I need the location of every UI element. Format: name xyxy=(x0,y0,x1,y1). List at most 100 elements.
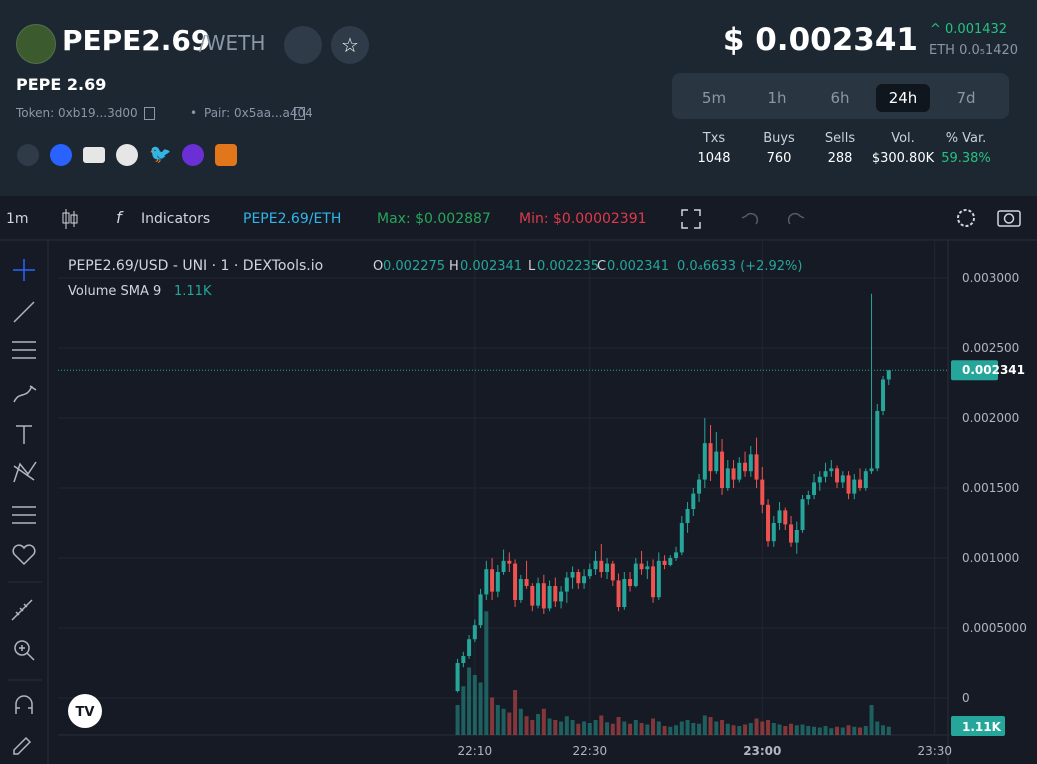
volume-bar xyxy=(484,611,489,735)
token-logo xyxy=(16,24,56,64)
stat-label: % Var. xyxy=(945,131,987,146)
volume-bar xyxy=(472,675,477,735)
up-arrow: ^ xyxy=(930,22,946,37)
h-value: 0.002341 xyxy=(460,259,522,274)
volume-bar xyxy=(858,727,863,735)
interval[interactable]: 1m xyxy=(6,211,29,227)
pair-button[interactable]: PEPE2.69/ETH xyxy=(243,211,341,227)
candle-body xyxy=(564,577,569,592)
candle-body xyxy=(817,476,822,483)
volume-badge xyxy=(951,716,1005,736)
candle-body xyxy=(720,451,725,488)
volume-bar xyxy=(467,667,472,735)
change-value: 0.001432 xyxy=(945,22,1008,37)
stat-label: Buys xyxy=(763,131,795,146)
volume-bar xyxy=(766,720,771,735)
c-value: 0.002341 xyxy=(607,259,669,274)
stat-label: Txs xyxy=(702,131,726,146)
volume-bar xyxy=(576,723,581,735)
tool-icon[interactable] xyxy=(182,144,204,166)
candle-body xyxy=(513,563,518,601)
candle-body xyxy=(806,494,811,500)
y-tick-label: 0 xyxy=(962,691,970,705)
share-icon[interactable] xyxy=(17,144,39,166)
candle-body xyxy=(863,471,868,488)
candle-body xyxy=(725,468,730,488)
price-label: 0.002341 xyxy=(962,363,1025,377)
volume-bar xyxy=(771,723,776,735)
volume-bar xyxy=(823,726,828,735)
volume-bar xyxy=(829,728,834,735)
candle-body xyxy=(507,560,512,564)
copy-icon[interactable] xyxy=(144,107,155,120)
copy-icon[interactable] xyxy=(294,107,305,120)
candle-body xyxy=(679,522,684,553)
y-tick-label: 0.003000 xyxy=(962,271,1019,285)
pair-address[interactable]: Pair: 0x5aa...a404 xyxy=(204,106,313,120)
binoculars-button[interactable] xyxy=(284,26,322,64)
l-value: 0.002235 xyxy=(537,259,599,274)
candle-body xyxy=(559,591,564,602)
volume-bar xyxy=(518,708,523,735)
legend-title: PEPE2.69/USD - UNI · 1 · DEXTools.io xyxy=(68,258,323,274)
stat-label: Vol. xyxy=(891,131,915,146)
candle-body xyxy=(852,479,857,494)
volume-bar xyxy=(455,705,460,735)
website-icon[interactable] xyxy=(83,147,105,163)
candle-body xyxy=(858,479,863,488)
favorite-button[interactable]: ☆ xyxy=(331,26,369,64)
candle-body xyxy=(708,443,713,472)
volume-bar xyxy=(789,723,794,735)
volume-bar xyxy=(461,686,466,735)
volume-bar xyxy=(720,720,725,735)
candle-body xyxy=(547,586,552,609)
candle-body xyxy=(662,560,667,566)
volume-bar xyxy=(691,723,696,735)
x-tick-label: 23:30 xyxy=(917,744,952,758)
stat-label: Sells xyxy=(824,131,856,146)
fx-icon[interactable]: f xyxy=(116,208,124,227)
camera-icon[interactable] xyxy=(997,210,1021,227)
svg-text:TV: TV xyxy=(76,705,95,720)
volume-bar xyxy=(507,712,512,735)
volume-bar xyxy=(783,726,788,735)
telegram-icon[interactable] xyxy=(116,144,138,166)
volume-bar xyxy=(478,682,483,735)
candle-body xyxy=(702,443,707,480)
candle-body xyxy=(766,504,771,542)
candle-body xyxy=(674,552,679,559)
l-label: L xyxy=(528,259,536,274)
price-change: ^ 0.001432 xyxy=(930,22,1007,37)
timeframe-button[interactable]: 7d xyxy=(956,89,976,107)
twitter-icon[interactable]: 🐦 xyxy=(149,144,172,165)
o-value: 0.002275 xyxy=(383,259,445,274)
volume-bar xyxy=(582,721,587,735)
drawing-tools[interactable] xyxy=(11,259,37,755)
candle-body xyxy=(576,572,581,584)
x-tick-label: 22:10 xyxy=(458,744,493,758)
timeframe-button[interactable]: 24h xyxy=(876,84,930,112)
volume-bar xyxy=(610,723,615,735)
token-address[interactable]: Token: 0xb19...3d00 xyxy=(16,106,138,120)
volume-bar xyxy=(737,726,742,735)
candle-body xyxy=(835,468,840,483)
indicators[interactable]: Indicators xyxy=(141,211,210,227)
candle-body xyxy=(656,560,661,598)
settings-icon[interactable] xyxy=(957,209,975,227)
timeframe-button[interactable]: 6h xyxy=(830,89,850,107)
timeframe-button[interactable]: 1h xyxy=(767,89,787,107)
candle-body xyxy=(633,563,638,587)
dextools-icon[interactable] xyxy=(50,144,72,166)
volume-bar xyxy=(812,726,817,735)
volume-bar xyxy=(852,726,857,735)
undo-redo[interactable] xyxy=(741,212,805,225)
candle-icon[interactable] xyxy=(62,209,78,229)
metamask-icon[interactable] xyxy=(215,144,237,166)
candle-body xyxy=(645,566,650,570)
timeframe-button[interactable]: 5m xyxy=(701,89,727,107)
fullscreen-icon[interactable] xyxy=(681,209,701,229)
volume-bar xyxy=(817,727,822,735)
volume-bar xyxy=(651,718,656,735)
volume-bar xyxy=(628,723,633,735)
